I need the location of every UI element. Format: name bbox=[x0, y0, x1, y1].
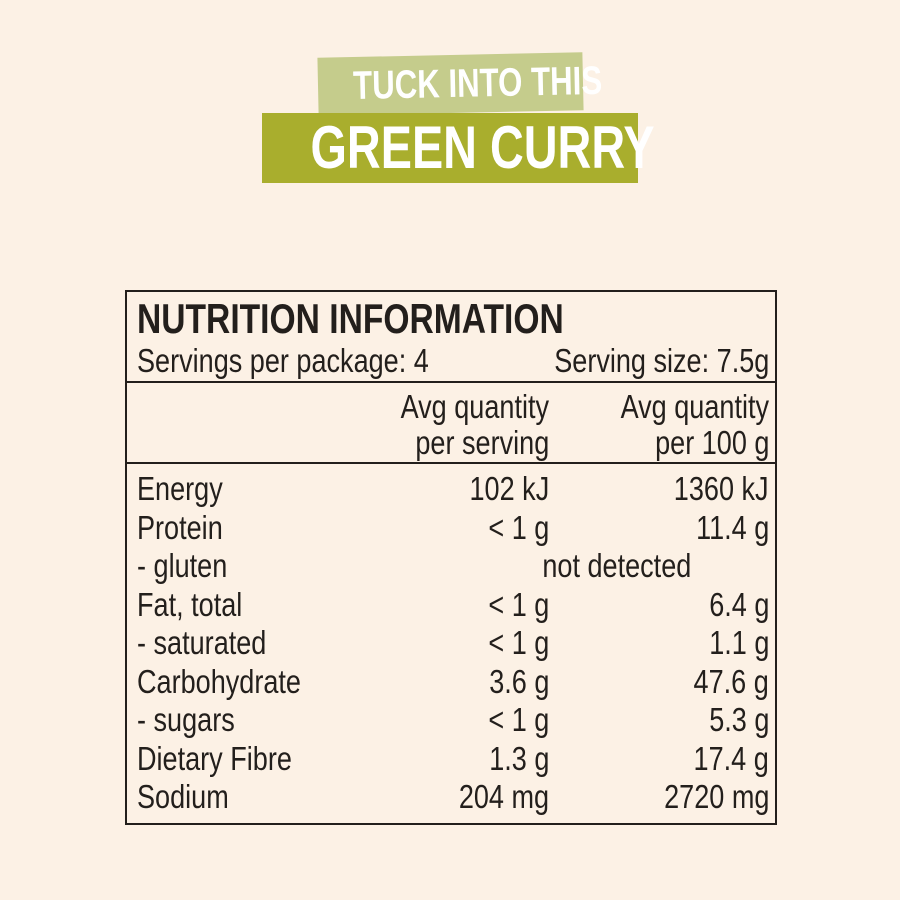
nutrient-name: - gluten bbox=[137, 547, 228, 584]
nutrient-name: - saturated bbox=[137, 624, 267, 661]
header-per-serving-line1: Avg quantity bbox=[400, 388, 549, 425]
nutrient-name: Sodium bbox=[137, 778, 229, 815]
nutrient-per-100g: 1360 kJ bbox=[674, 470, 769, 507]
header-per-100g-line2: per 100 g bbox=[654, 424, 769, 461]
nutrient-per-100g: 6.4 g bbox=[708, 585, 769, 623]
nutrient-per-100g: 17.4 g bbox=[693, 739, 769, 777]
banner-tagline: TUCK INTO THIS bbox=[317, 52, 603, 116]
nutrient-name: Energy bbox=[137, 470, 223, 507]
nutrient-name: Protein bbox=[137, 508, 223, 546]
banner-product-name: GREEN CURRY bbox=[262, 113, 655, 183]
nutrient-per-100g: 2720 mg bbox=[663, 778, 769, 815]
nutrient-name: Carbohydrate bbox=[137, 662, 301, 700]
nutrient-per-serving: 3.6 g bbox=[488, 662, 549, 700]
nutrient-per-100g: 11.4 g bbox=[695, 508, 769, 546]
divider bbox=[127, 381, 775, 383]
divider bbox=[127, 462, 775, 464]
panel-title: NUTRITION INFORMATION bbox=[137, 295, 564, 342]
nutrient-per-serving: 204 mg bbox=[458, 778, 549, 815]
header-per-serving-line2: per serving bbox=[415, 424, 549, 461]
nutrient-combined-value: not detected bbox=[542, 547, 692, 584]
nutrient-per-100g: 47.6 g bbox=[693, 662, 769, 700]
nutrient-per-100g: 1.1 g bbox=[708, 624, 769, 661]
nutrient-per-serving: 102 kJ bbox=[469, 470, 549, 507]
nutrient-per-serving: < 1 g bbox=[488, 508, 549, 546]
nutrient-per-serving: < 1 g bbox=[488, 701, 549, 738]
servings-per-package: Servings per package: 4 bbox=[137, 342, 429, 379]
nutrient-name: - sugars bbox=[137, 701, 235, 738]
nutrient-per-serving: < 1 g bbox=[488, 585, 549, 623]
nutrient-name: Dietary Fibre bbox=[137, 739, 292, 777]
nutrient-per-100g: 5.3 g bbox=[708, 701, 769, 738]
nutrition-panel: NUTRITION INFORMATION Servings per packa… bbox=[125, 290, 777, 825]
nutrient-name: Fat, total bbox=[137, 585, 243, 623]
nutrient-per-serving: < 1 g bbox=[488, 624, 549, 661]
serving-size: Serving size: 7.5g bbox=[553, 342, 769, 379]
nutrient-per-serving: 1.3 g bbox=[488, 739, 549, 777]
header-per-100g-line1: Avg quantity bbox=[620, 388, 769, 425]
